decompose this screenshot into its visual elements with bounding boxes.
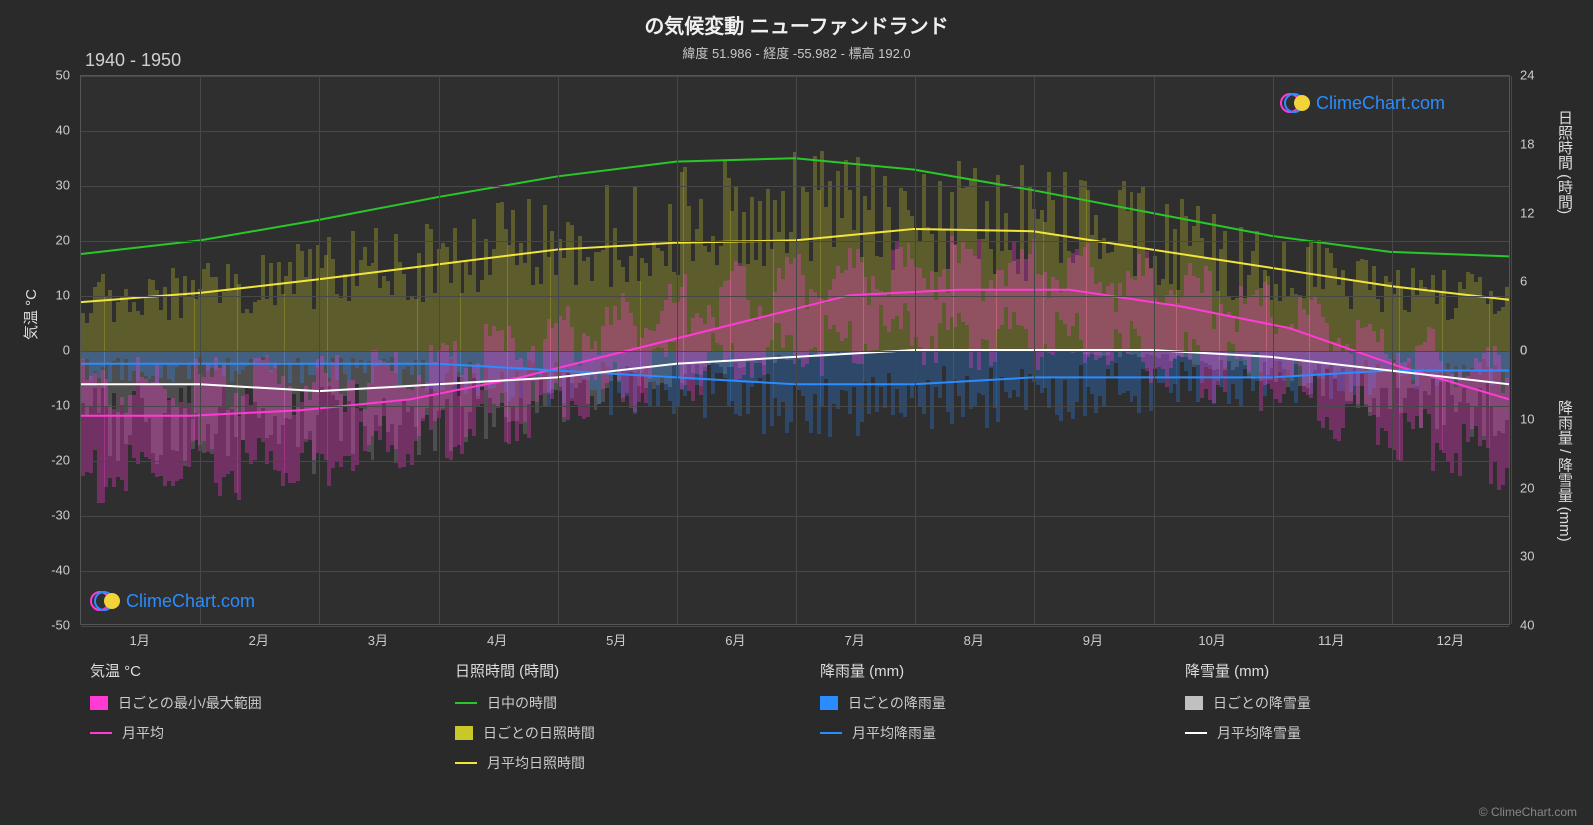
legend-item: 月平均降雪量 [1185, 723, 1510, 743]
legend-swatch-icon [1185, 696, 1203, 710]
legend-item-label: 月平均 [122, 723, 164, 743]
x-tick-month: 3月 [368, 630, 388, 649]
y-left-tick: -30 [30, 508, 70, 523]
legend-item: 日ごとの降雪量 [1185, 693, 1510, 713]
y-left-tick: 30 [30, 178, 70, 193]
y-right-bot-tick: 40 [1520, 618, 1560, 633]
x-tick-month: 10月 [1198, 630, 1225, 649]
legend-line-icon [455, 762, 477, 764]
legend-item: 月平均 [90, 723, 415, 743]
legend-item-label: 日ごとの降雨量 [848, 693, 946, 713]
legend-line-icon [820, 732, 842, 734]
y-right-bot-tick: 0 [1520, 343, 1560, 358]
legend-item-label: 月平均降雪量 [1217, 723, 1301, 743]
legend: 気温 °C 日ごとの最小/最大範囲月平均 日照時間 (時間) 日中の時間日ごとの日照時… [90, 660, 1510, 783]
y-left-tick: -40 [30, 563, 70, 578]
legend-group-title: 日照時間 (時間) [455, 660, 780, 681]
y-left-tick: 0 [30, 343, 70, 358]
x-tick-month: 12月 [1437, 630, 1464, 649]
y-right-bot-tick: 10 [1520, 411, 1560, 426]
legend-item-label: 日中の時間 [487, 693, 557, 713]
logo-icon [90, 590, 120, 612]
legend-item-label: 月平均日照時間 [487, 753, 585, 773]
y-right-top-tick: 6 [1520, 274, 1560, 289]
legend-item: 日ごとの最小/最大範囲 [90, 693, 415, 713]
y-left-tick: 50 [30, 68, 70, 83]
y-right-top-tick: 18 [1520, 136, 1560, 151]
x-tick-month: 4月 [487, 630, 507, 649]
y-left-tick: 40 [30, 123, 70, 138]
chart-title: の気候変動 ニューファンドランド [0, 0, 1593, 39]
climechart-logo: ClimeChart.com [90, 590, 255, 612]
legend-line-icon [455, 702, 477, 704]
plot-area [80, 75, 1510, 625]
climechart-logo: ClimeChart.com [1280, 92, 1445, 114]
legend-line-icon [90, 732, 112, 734]
y-axis-right-top-label: 日照時間 (時間) [1554, 110, 1575, 214]
chart-subtitle: 緯度 51.986 - 経度 -55.982 - 標高 192.0 [0, 39, 1593, 62]
legend-group: 日照時間 (時間) 日中の時間日ごとの日照時間月平均日照時間 [455, 660, 780, 783]
year-range: 1940 - 1950 [85, 50, 181, 71]
logo-icon [1280, 92, 1310, 114]
y-left-tick: 10 [30, 288, 70, 303]
legend-group: 気温 °C 日ごとの最小/最大範囲月平均 [90, 660, 415, 783]
x-tick-month: 6月 [725, 630, 745, 649]
bar-layer [81, 76, 1509, 624]
logo-text: ClimeChart.com [126, 591, 255, 612]
y-right-top-tick: 12 [1520, 205, 1560, 220]
x-tick-month: 2月 [249, 630, 269, 649]
legend-line-icon [1185, 732, 1207, 734]
legend-group-title: 降雨量 (mm) [820, 660, 1145, 681]
legend-item-label: 日ごとの日照時間 [483, 723, 595, 743]
copyright: © ClimeChart.com [1479, 805, 1577, 819]
legend-group-title: 降雪量 (mm) [1185, 660, 1510, 681]
y-left-tick: 20 [30, 233, 70, 248]
legend-group: 降雪量 (mm) 日ごとの降雪量月平均降雪量 [1185, 660, 1510, 783]
x-tick-month: 8月 [964, 630, 984, 649]
legend-group: 降雨量 (mm) 日ごとの降雨量月平均降雨量 [820, 660, 1145, 783]
x-tick-month: 9月 [1083, 630, 1103, 649]
x-tick-month: 7月 [844, 630, 864, 649]
y-left-tick: -50 [30, 618, 70, 633]
y-right-bot-tick: 20 [1520, 480, 1560, 495]
legend-item-label: 日ごとの最小/最大範囲 [118, 693, 262, 713]
legend-item-label: 日ごとの降雪量 [1213, 693, 1311, 713]
logo-text: ClimeChart.com [1316, 93, 1445, 114]
legend-item: 日ごとの日照時間 [455, 723, 780, 743]
y-right-bot-tick: 30 [1520, 549, 1560, 564]
legend-item: 月平均降雨量 [820, 723, 1145, 743]
y-left-tick: -20 [30, 453, 70, 468]
legend-item: 日ごとの降雨量 [820, 693, 1145, 713]
legend-item-label: 月平均降雨量 [852, 723, 936, 743]
y-left-tick: -10 [30, 398, 70, 413]
x-tick-month: 1月 [129, 630, 149, 649]
x-tick-month: 11月 [1318, 630, 1345, 649]
legend-item: 月平均日照時間 [455, 753, 780, 773]
legend-group-title: 気温 °C [90, 660, 415, 681]
y-right-top-tick: 24 [1520, 68, 1560, 83]
legend-swatch-icon [90, 696, 108, 710]
legend-item: 日中の時間 [455, 693, 780, 713]
x-tick-month: 5月 [606, 630, 626, 649]
legend-swatch-icon [455, 726, 473, 740]
chart-area: 50403020100-10-20-30-40-5024181260010203… [80, 75, 1510, 625]
legend-swatch-icon [820, 696, 838, 710]
